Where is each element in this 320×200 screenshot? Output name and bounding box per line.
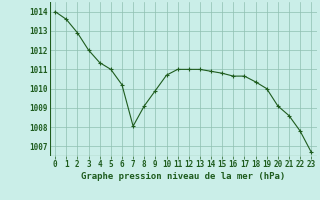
X-axis label: Graphe pression niveau de la mer (hPa): Graphe pression niveau de la mer (hPa) <box>81 172 285 181</box>
